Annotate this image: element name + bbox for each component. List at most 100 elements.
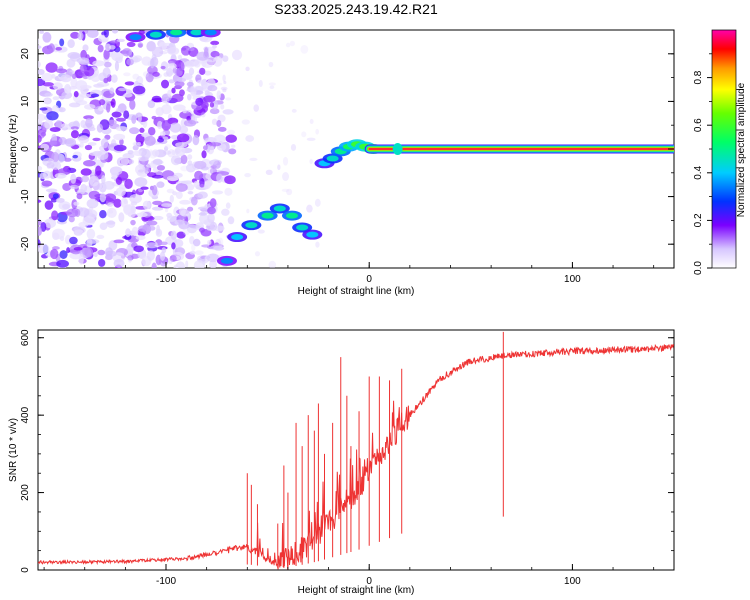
heatmap-noise-cell <box>176 77 187 83</box>
heatmap-noise-cell <box>129 99 136 110</box>
heatmap-noise-cell <box>87 142 97 147</box>
heatmap-sparse-cell <box>132 73 140 80</box>
heatmap-sparse-cell <box>164 208 169 213</box>
heatmap-noise-cell <box>169 122 182 133</box>
snr-line-layer <box>38 331 674 570</box>
heatmap-noise-cell <box>198 212 207 216</box>
heatmap-noise-cell <box>145 163 157 168</box>
heatmap-noise-cell <box>187 190 194 195</box>
heatmap-noise-cell <box>113 133 126 141</box>
heatmap-xtick-label: 100 <box>564 274 581 285</box>
heatmap-noise-cell <box>98 99 106 106</box>
heatmap-noise-cell <box>123 110 130 119</box>
heatmap-noise-cell <box>38 68 45 75</box>
heatmap-noise-cell <box>166 67 174 77</box>
heatmap-noise-cell <box>138 225 148 232</box>
heatmap-arc-low-point-core <box>261 212 274 219</box>
heatmap-noise-cell <box>38 38 40 45</box>
snr-ytick-label: 600 <box>20 329 31 346</box>
heatmap-noise-cell <box>182 109 187 114</box>
heatmap-noise-cell <box>67 39 75 49</box>
heatmap-noise-cell <box>92 150 103 156</box>
heatmap-arc-low-point-core <box>285 212 298 219</box>
heatmap-noise-cell <box>169 255 177 262</box>
heatmap-sparse-cell <box>286 188 293 196</box>
heatmap-noise-cell <box>194 170 204 181</box>
heatmap-noise-cell <box>175 183 188 192</box>
heatmap-signal-layer <box>125 30 674 266</box>
heatmap-noise-cell <box>177 54 183 60</box>
heatmap-noise-cell <box>55 197 65 203</box>
heatmap-noise-cell <box>38 134 42 143</box>
heatmap-noise-cell <box>179 125 189 134</box>
heatmap-arc-top-point-core <box>170 30 183 36</box>
heatmap-noise-cell <box>142 200 151 210</box>
heatmap-noise-cell <box>113 239 125 244</box>
heatmap-sparse-cell <box>159 51 168 55</box>
heatmap-noise-cell <box>170 230 177 241</box>
heatmap-noise-cell <box>63 157 72 162</box>
heatmap-noise-cell <box>168 79 175 84</box>
colorbar-tick-label: 0.4 <box>693 165 704 179</box>
heatmap-sparse-cell <box>282 156 289 166</box>
heatmap-noise-cell <box>68 121 80 128</box>
heatmap-noise-cell <box>213 134 226 144</box>
snr-xlabel: Height of straight line (km) <box>298 585 415 596</box>
heatmap-noise-cell <box>119 138 124 146</box>
heatmap-noise-cell <box>74 229 84 234</box>
heatmap-noise-cell <box>44 92 53 97</box>
heatmap-noise-cell <box>134 177 148 187</box>
heatmap-noise-cell <box>146 250 155 261</box>
heatmap-noise-cell <box>171 87 176 94</box>
heatmap-noise-cell <box>64 137 77 147</box>
heatmap-noise-cell <box>137 141 142 146</box>
heatmap-sparse-cell <box>254 251 261 257</box>
heatmap-noise-cell <box>222 88 227 93</box>
heatmap-noise-cell <box>59 250 68 259</box>
heatmap-sparse-cell <box>218 237 224 247</box>
heatmap-sparse-cell <box>306 137 316 141</box>
heatmap-noise-cell <box>107 202 114 207</box>
heatmap-noise-cell <box>80 120 86 128</box>
heatmap-noise-cell <box>83 103 96 110</box>
heatmap-sparse-cell <box>183 110 190 114</box>
heatmap-ytick-label: -10 <box>20 189 31 204</box>
heatmap-noise-cell <box>190 196 198 206</box>
heatmap-noise-cell <box>132 85 146 95</box>
heatmap-noise-cell <box>167 177 179 181</box>
heatmap-noise-cell <box>113 144 127 152</box>
heatmap-noise-cell <box>77 31 84 41</box>
heatmap-noise-cell <box>46 111 59 121</box>
heatmap-noise-cell <box>83 115 94 120</box>
heatmap-noise-cell <box>44 218 57 229</box>
heatmap-noise-cell <box>69 184 80 189</box>
heatmap-noise-cell <box>188 67 195 76</box>
heatmap-sparse-cell <box>269 85 275 89</box>
heatmap-sparse-cell <box>203 137 210 142</box>
heatmap-noise-cell <box>210 40 220 46</box>
heatmap-noise-cell <box>185 183 195 191</box>
heatmap-noise-cell <box>144 135 156 147</box>
heatmap-sparse-cell <box>290 144 297 151</box>
heatmap-noise-cell <box>80 168 92 176</box>
heatmap-noise-cell <box>151 149 160 157</box>
heatmap-noise-cell <box>130 205 137 214</box>
heatmap-sparse-cell <box>195 74 202 79</box>
heatmap-sparse-cell <box>253 104 260 112</box>
colorbar-gradient <box>712 30 736 268</box>
heatmap-sparse-cell <box>241 119 250 125</box>
heatmap-sparse-cell <box>207 166 213 176</box>
heatmap-noise-cell <box>86 228 96 240</box>
heatmap-noise-cell <box>212 44 217 49</box>
heatmap-noise-cell <box>209 245 222 250</box>
heatmap-noise-cell <box>175 142 188 148</box>
heatmap-arc-low-point-core <box>220 257 233 264</box>
heatmap-noise-cell <box>152 200 163 206</box>
heatmap-noise-cell <box>171 93 184 103</box>
heatmap-noise-cell <box>174 80 185 88</box>
heatmap-noise-cell <box>93 83 105 88</box>
heatmap-sparse-cell <box>224 187 233 196</box>
heatmap-sparse-cell <box>127 255 132 263</box>
heatmap-sparse-cell <box>203 138 209 143</box>
heatmap-noise-cell <box>108 209 114 214</box>
